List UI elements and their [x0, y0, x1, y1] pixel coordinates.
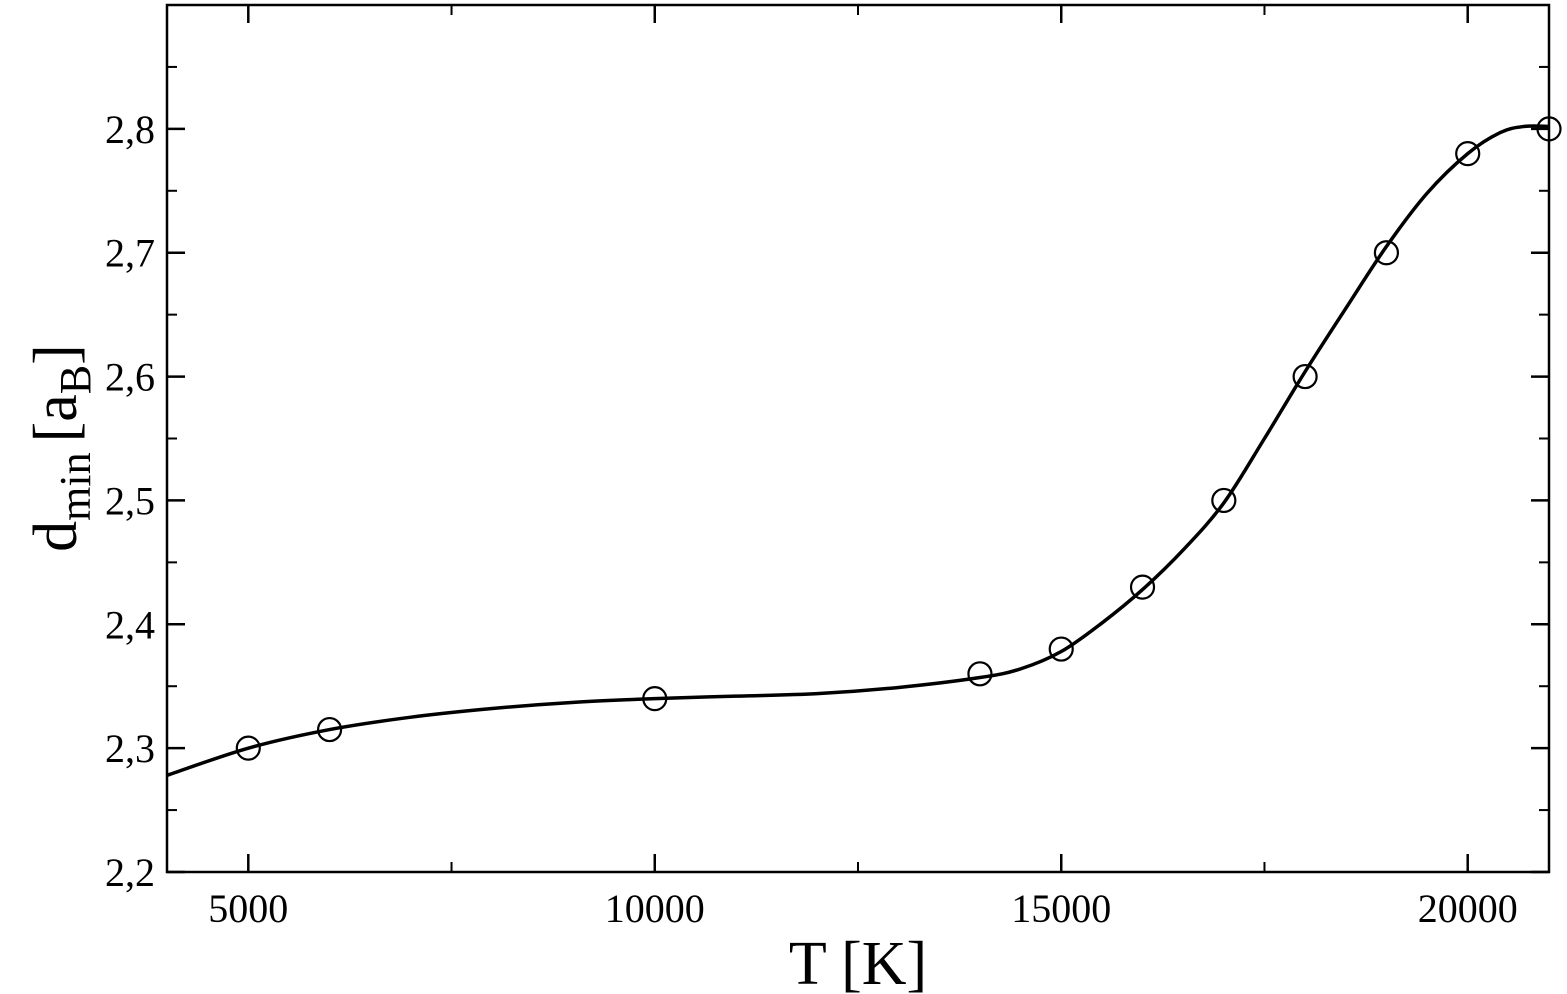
data-point [1048, 636, 1074, 662]
data-point [967, 661, 993, 687]
tick-labels: 5000 10000 15000 20000 2,2 2,3 2,4 2,5 2,6 2,7 2,8 [105, 107, 1518, 931]
x-tick-label: 5000 [208, 886, 288, 931]
y-axis-title-unit-sub: B [51, 365, 100, 394]
axis-ticks [167, 5, 1549, 874]
plot-series [166, 116, 1562, 778]
y-axis-title-unit-close: ] [22, 344, 90, 365]
fit-curve [166, 124, 1550, 778]
plot-frame [165, 3, 1551, 874]
data-point [235, 735, 261, 761]
y-axis-title: dmin [aB] [22, 344, 100, 552]
data-point [1373, 240, 1400, 266]
x-tick-label: 15000 [1011, 886, 1111, 931]
x-tick-label: 10000 [605, 886, 705, 931]
x-axis-title: T [K] [789, 930, 927, 994]
data-point [1211, 487, 1237, 514]
y-tick-label: 2,7 [105, 231, 155, 276]
y-axis-title-sub: min [51, 452, 100, 520]
y-tick-label: 2,3 [105, 726, 155, 771]
y-axis-title-main: d [22, 521, 90, 552]
x-tick-label: 20000 [1418, 886, 1518, 931]
data-point [1129, 574, 1156, 600]
data-point [1292, 363, 1318, 390]
y-tick-label: 2,5 [105, 478, 155, 523]
y-tick-label: 2,8 [105, 107, 155, 152]
y-tick-label: 2,4 [105, 602, 155, 647]
y-axis-title-unit-open: [a [22, 394, 90, 442]
data-point [1455, 141, 1481, 167]
data-point [316, 716, 343, 743]
y-tick-label: 2,6 [105, 355, 155, 400]
y-tick-label: 2,2 [105, 850, 155, 895]
data-point [642, 685, 668, 712]
